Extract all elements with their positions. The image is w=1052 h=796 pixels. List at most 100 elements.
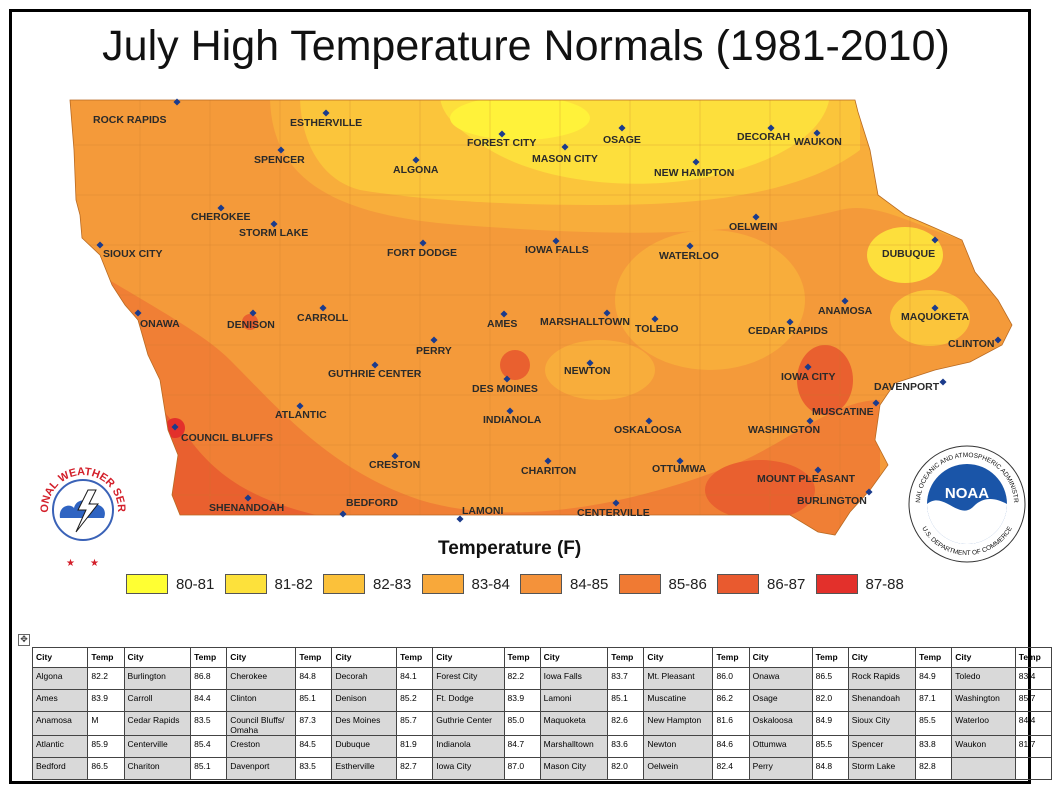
cell-temp: 87.3	[295, 711, 333, 736]
cell-temp: 84.5	[295, 735, 333, 758]
cell-city: Iowa City	[432, 757, 505, 780]
city-label-indianola: INDIANOLA	[483, 414, 542, 426]
city-label-iowa-city: IOWA CITY	[781, 371, 835, 383]
cell-temp: 83.7	[607, 667, 645, 690]
cell-temp: 86.5	[811, 667, 849, 690]
cell-city: Sioux City	[847, 711, 917, 736]
cell-city: Dubuque	[331, 735, 398, 758]
cell-temp: M	[87, 711, 125, 736]
header-temp: Temp	[295, 647, 333, 668]
city-label-spencer: SPENCER	[254, 154, 305, 166]
cell-city: Centerville	[123, 735, 192, 758]
cell-city: Mason City	[539, 757, 609, 780]
city-label-shenandoah: SHENANDOAH	[209, 502, 284, 514]
city-marker-davenport	[939, 378, 947, 386]
cell-temp: 87.0	[503, 757, 541, 780]
table-row: Ames 83.9 Carroll 84.4 Clinton 85.1 Denison 85.…	[31, 689, 1052, 712]
table-row: Atlantic 85.9 Centerville 85.4 Creston 84.5 Du…	[31, 735, 1052, 758]
cell-temp: 87.1	[915, 689, 953, 712]
cell-temp: 84.4	[190, 689, 228, 712]
cell-temp: 85.4	[190, 735, 228, 758]
legend-swatch	[421, 574, 464, 594]
header-city: City	[31, 647, 89, 668]
city-label-lamoni: LAMONI	[462, 505, 503, 517]
legend-swatch	[717, 574, 759, 594]
city-label-guthrie-center: GUTHRIE CENTER	[328, 368, 422, 380]
legend-swatch	[520, 574, 562, 594]
header-temp: Temp	[915, 647, 953, 668]
cell-city: Cherokee	[226, 667, 297, 690]
cell-city: Clinton	[226, 689, 297, 712]
table-move-handle-icon[interactable]: ✥	[18, 634, 30, 646]
cell-city: Guthrie Center	[432, 711, 505, 736]
zone-86-87-iowacity	[797, 345, 853, 415]
header-city: City	[123, 647, 192, 668]
cell-temp: 84.7	[503, 735, 541, 758]
cell-city: Maquoketa	[539, 711, 609, 736]
cell-temp: 83.9	[503, 689, 541, 712]
cell-city: Lamoni	[539, 689, 609, 712]
page-frame	[9, 9, 1031, 784]
header-temp: Temp	[811, 647, 849, 668]
city-marker-sioux-city	[96, 241, 104, 249]
table-row: Algona 82.2 Burlington 86.8 Cherokee 84.8 Deco…	[31, 667, 1052, 690]
cell-city: Ames	[31, 689, 89, 712]
cell-city: Washington	[951, 689, 1016, 712]
cell-temp: 82.0	[811, 689, 849, 712]
city-marker-toledo	[651, 315, 659, 323]
city-marker-guthrie-center	[371, 361, 379, 369]
cell-temp: 81.6	[712, 711, 750, 736]
cell-temp: 82.6	[607, 711, 645, 736]
city-marker-denison	[249, 309, 257, 317]
zone-83-84-east	[615, 230, 805, 370]
city-marker-onawa	[134, 309, 142, 317]
state-border	[69, 99, 1013, 536]
header-temp: Temp	[503, 647, 541, 668]
zone-86-87-desmoines	[500, 350, 530, 380]
cell-city: Oskaloosa	[748, 711, 813, 736]
city-label-sioux-city: SIOUX CITY	[103, 248, 163, 260]
cell-temp: 85.1	[607, 689, 645, 712]
city-label-new-hampton: NEW HAMPTON	[654, 167, 734, 179]
cell-temp: 86.0	[712, 667, 750, 690]
city-marker-maquoketa	[931, 304, 939, 312]
cell-temp: 83.6	[607, 735, 645, 758]
cell-temp: 83.4	[1014, 667, 1052, 690]
city-label-cedar-rapids: CEDAR RAPIDS	[748, 325, 828, 337]
city-marker-washington	[806, 417, 814, 425]
city-label-oskaloosa: OSKALOOSA	[614, 424, 682, 436]
city-marker-rock-rapids	[173, 98, 181, 106]
city-marker-atlantic	[296, 402, 304, 410]
city-label-creston: CRESTON	[369, 459, 420, 471]
cell-city: Mt. Pleasant	[643, 667, 714, 690]
cell-city: Chariton	[123, 757, 192, 780]
cell-temp: 84.6	[712, 735, 750, 758]
cell-city: Decorah	[331, 667, 398, 690]
legend-title: Temperature (F)	[438, 538, 582, 559]
table-row: Bedford 86.5 Chariton 85.1 Davenport 83.5 Esth…	[31, 757, 1052, 780]
legend-label: 86-87	[767, 576, 806, 593]
cell-city: Creston	[226, 735, 297, 758]
city-marker-algona	[412, 156, 420, 164]
cell-temp: 86.8	[190, 667, 228, 690]
cell-temp: 86.5	[87, 757, 125, 780]
cell-city: Perry	[748, 757, 813, 780]
page-title: July High Temperature Normals (1981-2010…	[102, 22, 950, 70]
city-marker-newton	[586, 359, 594, 367]
city-label-estherville: ESTHERVILLE	[290, 117, 362, 129]
zone-83-84-newton	[545, 340, 655, 400]
cell-temp: 83.8	[915, 735, 953, 758]
city-label-rock-rapids: ROCK RAPIDS	[93, 114, 167, 126]
city-marker-ottumwa	[676, 457, 684, 465]
table-row: Anamosa M Cedar Rapids 83.5 Council Bluffs/ …	[31, 711, 1052, 736]
city-marker-burlington	[865, 488, 873, 496]
city-label-denison: DENISON	[227, 319, 275, 331]
city-label-storm-lake: STORM LAKE	[239, 227, 308, 239]
city-label-dubuque: DUBUQUE	[882, 248, 935, 260]
legend-swatch	[126, 574, 168, 594]
cell-temp: 82.7	[396, 757, 434, 780]
legend-label: 82-83	[373, 576, 412, 593]
city-marker-cedar-rapids	[786, 318, 794, 326]
legend-label: 85-86	[668, 576, 707, 593]
city-marker-mount-pleasant	[814, 466, 822, 474]
